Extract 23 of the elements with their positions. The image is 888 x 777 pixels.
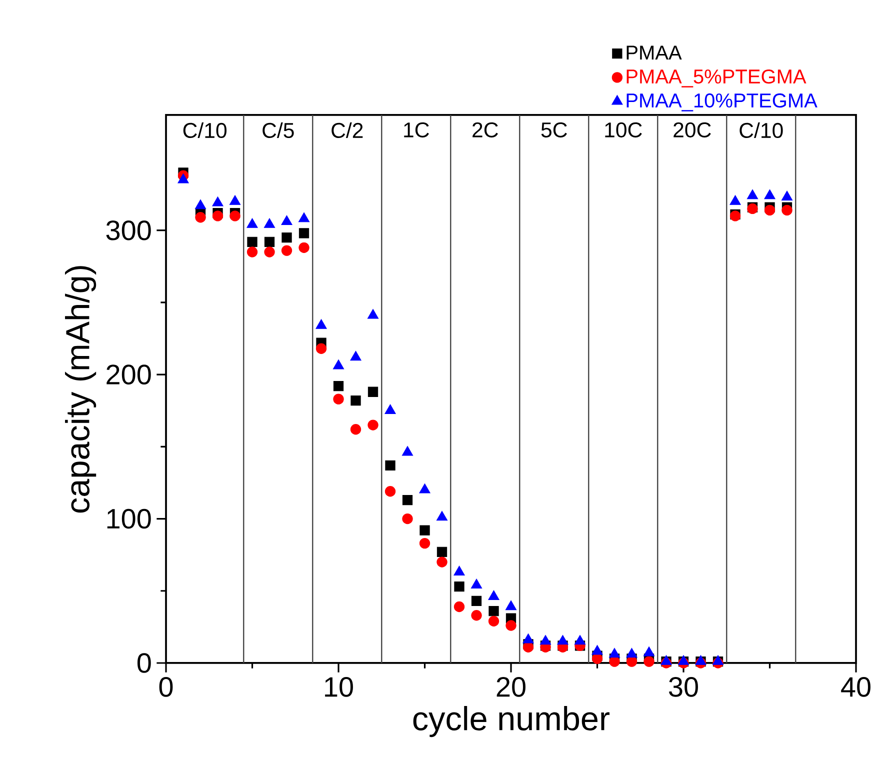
annotation: 2C <box>472 122 498 138</box>
x-tick-label: 10 <box>325 677 353 697</box>
legend-label: PMAA <box>626 46 682 60</box>
y-tick-label: 100 <box>107 508 151 529</box>
x-tick-label: 40 <box>841 677 870 697</box>
annotation: 1C <box>404 122 429 138</box>
annotation: 20C <box>674 122 711 138</box>
annotation: C/10 <box>740 122 783 138</box>
y-axis-title: capacity (mAh/g) <box>65 266 96 513</box>
x-tick-label: 20 <box>496 677 526 697</box>
y-tick-label: 200 <box>106 364 151 384</box>
y-tick-label: 0 <box>137 653 151 673</box>
y-tick-label: 300 <box>106 220 151 240</box>
x-tick-label: 0 <box>159 677 173 697</box>
annotation: 10C <box>605 122 642 138</box>
annotation: 5C <box>541 122 567 138</box>
annotation: C/10 <box>183 122 226 138</box>
legend-label: PMAA_10%PTEGMA <box>626 93 818 112</box>
annotation: C/2 <box>332 122 363 138</box>
x-tick-label: 30 <box>668 677 698 697</box>
x-axis-title: cycle number <box>413 706 610 738</box>
legend-label: PMAA_5%PTEGMA <box>626 69 806 88</box>
annotation: C/5 <box>262 122 294 138</box>
